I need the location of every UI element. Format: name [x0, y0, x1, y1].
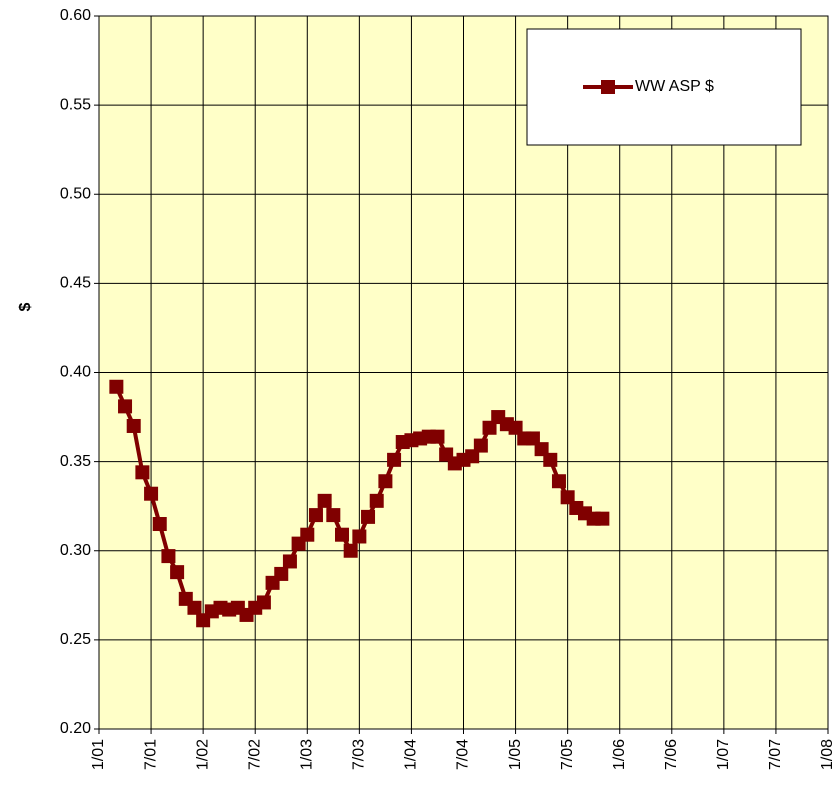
legend-marker	[601, 80, 615, 94]
marker	[118, 399, 133, 414]
marker	[369, 493, 384, 508]
marker	[317, 493, 332, 508]
marker	[465, 449, 480, 464]
x-tick-label: 1/01	[90, 739, 107, 770]
marker	[378, 474, 393, 489]
x-tick-label: 7/03	[351, 739, 368, 770]
marker	[551, 474, 566, 489]
marker	[525, 431, 540, 446]
marker	[361, 509, 376, 524]
marker	[326, 508, 341, 523]
marker	[256, 595, 271, 610]
marker	[144, 486, 159, 501]
y-tick-label: 0.20	[60, 720, 91, 737]
marker	[482, 420, 497, 435]
marker	[274, 566, 289, 581]
marker	[508, 420, 523, 435]
marker	[109, 379, 124, 394]
y-tick-label: 0.60	[60, 7, 91, 24]
x-tick-label: 7/07	[767, 739, 784, 770]
marker	[560, 490, 575, 505]
y-tick-label: 0.40	[60, 364, 91, 381]
marker	[308, 508, 323, 523]
x-tick-label: 1/06	[611, 739, 628, 770]
marker	[170, 565, 185, 580]
marker	[543, 452, 558, 467]
y-tick-label: 0.45	[60, 275, 91, 292]
x-tick-label: 1/08	[819, 739, 836, 770]
marker	[473, 438, 488, 453]
marker	[352, 529, 367, 544]
marker	[335, 527, 349, 542]
marker	[135, 465, 150, 480]
marker	[161, 549, 176, 564]
marker	[387, 452, 402, 467]
x-tick-label: 1/02	[194, 739, 211, 770]
x-tick-label: 1/03	[299, 739, 316, 770]
x-tick-label: 7/05	[559, 739, 576, 770]
legend-box	[526, 28, 802, 146]
x-tick-label: 7/06	[663, 739, 680, 770]
x-tick-label: 1/04	[403, 739, 420, 770]
y-tick-label: 0.25	[60, 631, 91, 648]
y-tick-label: 0.30	[60, 542, 91, 559]
x-tick-label: 7/04	[455, 739, 472, 770]
marker	[126, 418, 141, 433]
y-axis-label: $	[17, 302, 34, 311]
plot-border	[98, 15, 829, 730]
y-tick-label: 0.50	[60, 185, 91, 202]
marker	[595, 511, 610, 526]
marker	[534, 442, 549, 457]
legend-label: WW ASP $	[635, 78, 714, 95]
x-tick-label: 1/07	[715, 739, 732, 770]
x-tick-label: 1/05	[507, 739, 524, 770]
marker	[300, 527, 315, 542]
x-tick-label: 7/02	[246, 739, 263, 770]
marker	[343, 543, 358, 558]
marker	[430, 429, 445, 444]
marker	[282, 554, 297, 569]
y-tick-label: 0.35	[60, 453, 91, 470]
marker	[187, 600, 202, 615]
marker	[152, 517, 167, 532]
y-tick-label: 0.55	[60, 96, 91, 113]
x-tick-label: 7/01	[142, 739, 159, 770]
